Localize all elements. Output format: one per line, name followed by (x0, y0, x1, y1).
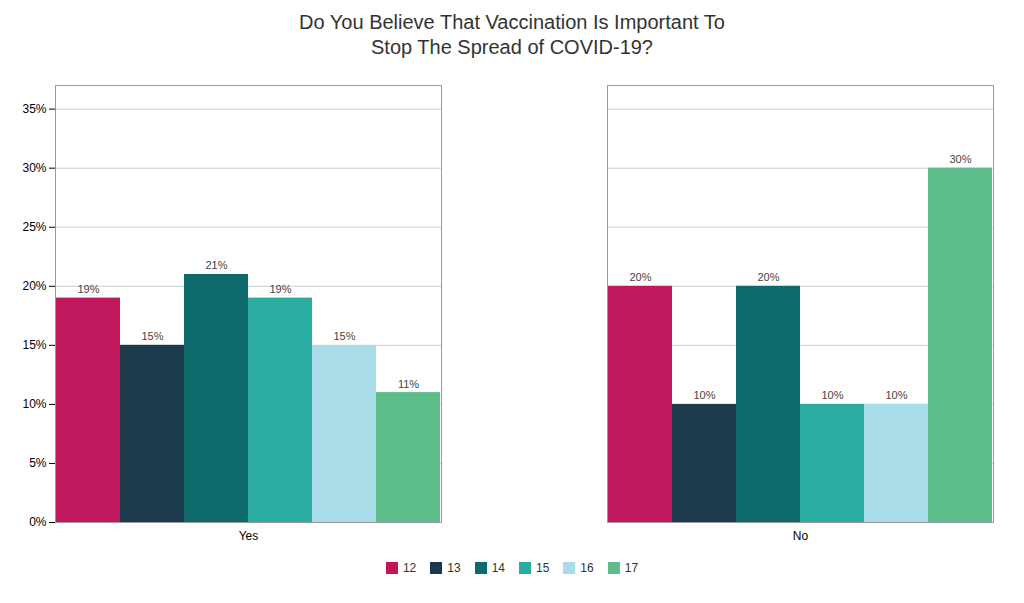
svg-text:Yes: Yes (239, 529, 259, 543)
svg-text:20%: 20% (629, 271, 651, 283)
svg-text:35%: 35% (22, 102, 46, 116)
svg-text:30%: 30% (22, 161, 46, 175)
svg-text:10%: 10% (22, 397, 46, 411)
html-text:Do You Believe That Vaccinatio: Do You Believe That Vaccination Is Impor… (299, 11, 725, 58)
svg-text:10%: 10% (821, 389, 843, 401)
svg-text:15%: 15% (141, 330, 163, 342)
svg-text:20%: 20% (757, 271, 779, 283)
html-text:14: 14 (491, 561, 505, 575)
svg-text:15%: 15% (22, 338, 46, 352)
html-text:12: 12 (402, 561, 417, 575)
svg-text:30%: 30% (949, 153, 971, 165)
html-text:13: 13 (447, 561, 461, 575)
svg-text:0%: 0% (29, 515, 47, 529)
html-text:15: 15 (536, 561, 550, 575)
svg-text:10%: 10% (885, 389, 907, 401)
svg-text:No: No (793, 529, 809, 543)
svg-text:11%: 11% (398, 378, 419, 390)
svg-text:5%: 5% (29, 456, 47, 470)
svg-text:10%: 10% (693, 389, 715, 401)
html-text:16: 16 (580, 561, 594, 575)
svg-text:19%: 19% (77, 283, 99, 295)
svg-text:21%: 21% (205, 259, 227, 271)
svg-text:15%: 15% (333, 330, 355, 342)
svg-text:20%: 20% (22, 279, 46, 293)
svg-text:25%: 25% (22, 220, 46, 234)
svg-text:19%: 19% (269, 283, 291, 295)
html-text:17: 17 (624, 561, 639, 575)
